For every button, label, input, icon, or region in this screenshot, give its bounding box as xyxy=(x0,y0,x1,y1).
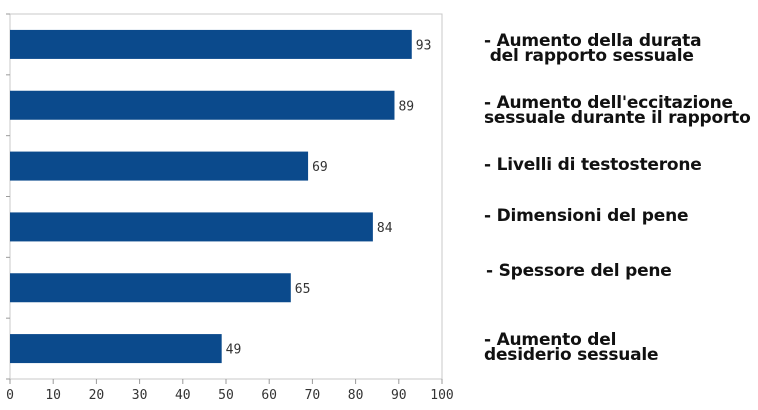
x-tick-label: 10 xyxy=(45,388,61,403)
bar-4 xyxy=(10,212,373,242)
bar-2 xyxy=(10,90,395,120)
category-label-2: - Aumento dell'eccitazione sessuale dura… xyxy=(484,93,751,128)
category-label-1-line-1: - Aumento della durata xyxy=(484,31,702,51)
x-tick-label: 0 xyxy=(6,388,14,403)
x-axis: 0 10 20 30 40 50 60 70 80 90 100 xyxy=(6,13,454,403)
x-tick-label: 20 xyxy=(89,388,105,403)
bar-value-label-4: 84 xyxy=(377,221,393,236)
category-label-6: - Aumento del desiderio sessuale xyxy=(484,330,659,365)
category-label-1-line-2: del rapporto sessuale xyxy=(484,46,694,66)
category-label-3-line-1: - Livelli di testosterone xyxy=(484,155,702,175)
x-tick-label: 90 xyxy=(391,388,407,403)
category-label-3: - Livelli di testosterone xyxy=(484,155,702,175)
category-label-6-line-1: - Aumento del xyxy=(484,330,617,350)
bar-value-label-6: 49 xyxy=(226,343,242,358)
plot-frame xyxy=(9,13,443,380)
x-tick-label: 30 xyxy=(132,388,148,403)
bar-6 xyxy=(10,334,222,364)
bar-chart: 93 89 69 84 65 49 0 10 20 30 40 50 60 70 80 90 100 xyxy=(6,13,454,403)
bar-value-label-1: 93 xyxy=(416,38,432,53)
category-label-1: - Aumento della durata del rapporto sess… xyxy=(484,31,702,66)
category-label-4: - Dimensioni del pene xyxy=(484,206,689,226)
x-tick-label: 80 xyxy=(348,388,364,403)
x-tick-label: 50 xyxy=(218,388,234,403)
category-label-5-line-1: - Spessore del pene xyxy=(486,261,672,281)
category-label-4-line-1: - Dimensioni del pene xyxy=(484,206,689,226)
category-label-2-line-2: sessuale durante il rapporto xyxy=(484,108,751,128)
bar-value-label-5: 65 xyxy=(295,282,311,297)
x-tick-label: 60 xyxy=(261,388,277,403)
category-label-5: - Spessore del pene xyxy=(486,261,672,281)
category-label-6-line-2: desiderio sessuale xyxy=(484,345,659,365)
bar-value-label-3: 69 xyxy=(312,160,328,175)
value-labels-group: 93 89 69 84 65 49 xyxy=(226,38,432,357)
bar-1 xyxy=(10,29,412,59)
bar-5 xyxy=(10,273,291,303)
x-tick-label: 40 xyxy=(175,388,191,403)
category-label-2-line-1: - Aumento dell'eccitazione xyxy=(484,93,733,113)
bar-3 xyxy=(10,151,309,181)
x-tick-label: 100 xyxy=(430,388,453,403)
x-tick-label: 70 xyxy=(305,388,321,403)
bar-value-label-2: 89 xyxy=(398,99,414,114)
bars-group xyxy=(10,29,412,364)
